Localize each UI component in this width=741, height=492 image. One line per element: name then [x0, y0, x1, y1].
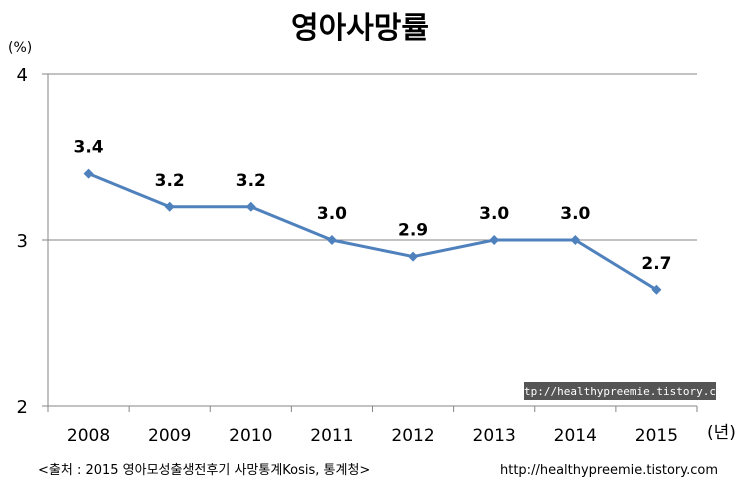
data-point: [245, 201, 256, 212]
blog-url: http://healthypreemie.tistory.com: [500, 463, 718, 478]
y-axis-unit: (%): [8, 40, 32, 56]
x-tick-label: 2011: [310, 426, 353, 446]
axes: [42, 73, 698, 412]
data-label: 3.0: [560, 204, 590, 224]
y-tick-labels: 2 3 4: [17, 65, 28, 418]
watermark-text: http://healthypreemie.tistory.com: [511, 385, 730, 398]
data-label: 2.7: [641, 254, 671, 274]
data-label: 2.9: [398, 221, 428, 241]
data-point: [326, 235, 337, 245]
data-point: [651, 284, 662, 295]
series-line: [88, 172, 658, 292]
data-label: 3.0: [317, 204, 347, 224]
gridlines: [48, 73, 697, 241]
y-tick-label: 3: [17, 231, 28, 252]
x-tick-label: 2015: [635, 426, 678, 446]
x-tick-label: 2009: [148, 426, 191, 446]
data-point: [83, 168, 94, 179]
x-tick-labels: 2008 2009 2010 2011 2012 2013 2014 2015: [67, 426, 678, 446]
y-tick-label: 2: [17, 397, 28, 418]
source-note: <출처 : 2015 영아모성출생전후기 사망통계Kosis, 통계청>: [38, 463, 370, 478]
x-tick-label: 2008: [67, 426, 110, 446]
watermark-background: [524, 382, 716, 400]
x-tick-label: 2010: [229, 426, 272, 446]
data-label: 3.0: [479, 204, 509, 224]
data-point: [408, 251, 419, 262]
x-tick-label: 2014: [554, 426, 597, 446]
data-point: [489, 235, 500, 245]
x-tick-label: 2012: [391, 426, 434, 446]
data-point: [164, 201, 175, 212]
watermark: http://healthypreemie.tistory.com: [511, 382, 730, 400]
chart-title: 영아사망률: [291, 11, 429, 46]
data-label: 3.4: [74, 138, 104, 158]
y-tick-label: 4: [17, 65, 28, 86]
data-point: [570, 235, 581, 245]
x-tick-label: 2013: [473, 426, 516, 446]
data-labels: 3.4 3.2 3.2 3.0 2.9 3.0 3.0 2.7: [74, 138, 672, 274]
data-markers: [83, 168, 662, 295]
data-label: 3.2: [155, 171, 185, 191]
data-label: 3.2: [236, 171, 266, 191]
x-axis-unit: (년): [707, 423, 736, 443]
